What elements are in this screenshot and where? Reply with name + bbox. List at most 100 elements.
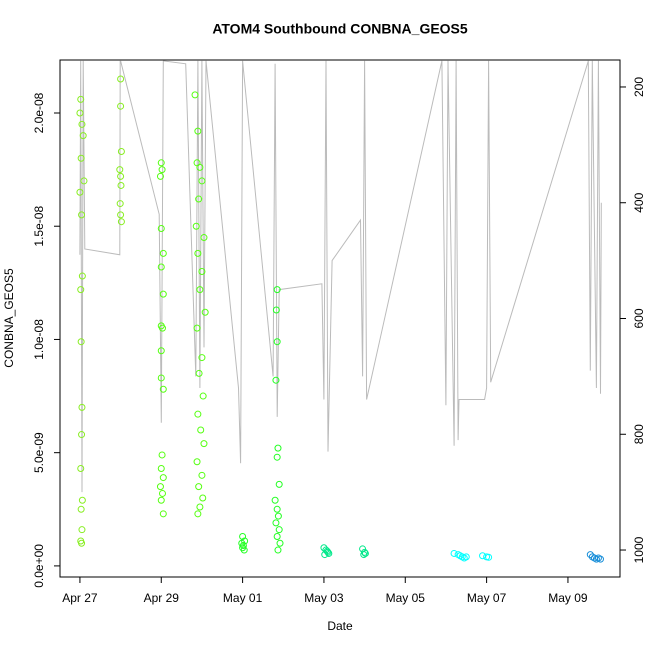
y-axis-label: CONBNA_GEOS5 — [2, 268, 16, 368]
x-tick-label: May 01 — [223, 591, 263, 605]
point — [117, 172, 125, 180]
y-tick-label: 2.0e-08 — [32, 92, 46, 133]
x-tick-label: May 03 — [304, 591, 344, 605]
point — [325, 549, 333, 557]
point — [273, 505, 281, 513]
point — [450, 549, 458, 557]
point — [157, 347, 165, 355]
point — [78, 120, 86, 128]
point — [195, 369, 203, 377]
y2-tick-label: 400 — [632, 192, 646, 212]
x-tick-label: Apr 27 — [62, 591, 98, 605]
point — [78, 403, 86, 411]
point — [194, 249, 202, 257]
point — [157, 263, 165, 271]
point — [77, 95, 85, 103]
point — [275, 526, 283, 534]
point — [117, 147, 125, 155]
point — [158, 451, 166, 459]
x-tick-label: May 05 — [386, 591, 426, 605]
point — [240, 546, 248, 554]
point — [272, 519, 280, 527]
y-tick-label: 0.0e+00 — [32, 544, 46, 588]
point — [195, 483, 203, 491]
point — [76, 188, 84, 196]
point — [159, 474, 167, 482]
point — [276, 539, 284, 547]
point — [274, 546, 282, 554]
point — [78, 539, 86, 547]
point — [78, 526, 86, 534]
y2-tick-label: 600 — [632, 308, 646, 328]
point — [196, 163, 204, 171]
point — [273, 338, 281, 346]
point — [272, 306, 280, 314]
point — [159, 290, 167, 298]
point — [586, 551, 594, 559]
x-axis-label: Date — [327, 619, 353, 633]
point — [117, 102, 125, 110]
point — [200, 440, 208, 448]
x-tick-label: May 09 — [548, 591, 588, 605]
point — [197, 426, 205, 434]
point — [462, 553, 470, 561]
point — [273, 286, 281, 294]
point — [194, 410, 202, 418]
point — [159, 510, 167, 518]
point — [158, 489, 166, 497]
point — [485, 553, 493, 561]
point — [198, 177, 206, 185]
point — [157, 496, 165, 504]
x-tick-label: Apr 29 — [144, 591, 180, 605]
point — [117, 211, 125, 219]
y-tick-label: 1.0e-08 — [32, 319, 46, 360]
point — [157, 465, 165, 473]
x-tick-label: May 07 — [467, 591, 507, 605]
point — [193, 458, 201, 466]
point — [193, 324, 201, 332]
point — [273, 453, 281, 461]
pressure-line — [79, 60, 602, 493]
point — [158, 324, 166, 332]
point — [80, 177, 88, 185]
point — [77, 154, 85, 162]
point — [116, 200, 124, 208]
point — [157, 224, 165, 232]
point — [273, 532, 281, 540]
point — [194, 127, 202, 135]
point — [198, 354, 206, 362]
point — [117, 218, 125, 226]
point — [192, 222, 200, 230]
point — [275, 480, 283, 488]
point — [159, 385, 167, 393]
point — [596, 555, 604, 563]
chart-title: ATOM4 Southbound CONBNA_GEOS5 — [212, 21, 468, 37]
point — [156, 483, 164, 491]
point — [159, 249, 167, 257]
point — [78, 211, 86, 219]
point — [78, 272, 86, 280]
y2-tick-label: 800 — [632, 424, 646, 444]
point — [191, 91, 199, 99]
y2-tick-label: 1000 — [632, 536, 646, 563]
point — [271, 496, 279, 504]
point — [194, 510, 202, 518]
point — [201, 308, 209, 316]
point — [199, 392, 207, 400]
point — [272, 376, 280, 384]
y2-tick-label: 200 — [632, 77, 646, 97]
point — [361, 549, 369, 557]
point — [78, 431, 86, 439]
point — [198, 268, 206, 276]
y-tick-label: 5.0e-09 — [32, 432, 46, 473]
point — [360, 551, 368, 559]
point — [77, 286, 85, 294]
point — [117, 75, 125, 83]
point — [79, 132, 87, 140]
point — [76, 109, 84, 117]
point — [196, 286, 204, 294]
point — [195, 195, 203, 203]
point — [239, 532, 247, 540]
